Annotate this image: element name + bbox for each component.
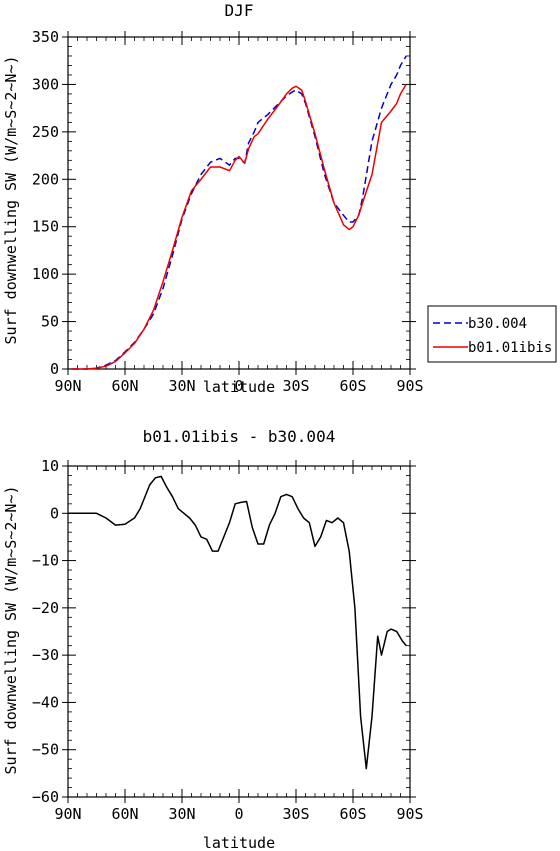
x-tick-label: 30N bbox=[168, 805, 195, 823]
x-tick-label: 30N bbox=[168, 377, 195, 395]
legend: b30.004 b01.01ibis bbox=[427, 305, 557, 363]
y-tick-label: 150 bbox=[32, 218, 59, 236]
bottom-panel-x-label: latitude bbox=[203, 834, 275, 851]
y-tick-label: 0 bbox=[50, 360, 59, 378]
series-line-b30-004 bbox=[71, 55, 407, 370]
y-tick-label: 10 bbox=[41, 457, 59, 475]
y-tick-label: 200 bbox=[32, 170, 59, 188]
x-tick-label: 30S bbox=[282, 805, 309, 823]
bottom-panel-title: b01.01ibis - b30.004 bbox=[143, 427, 336, 446]
plot-frame bbox=[67, 36, 411, 370]
x-tick-label: 60N bbox=[111, 377, 138, 395]
y-tick-label: −60 bbox=[32, 788, 59, 806]
y-tick-label: 350 bbox=[32, 28, 59, 46]
legend-label-b30-004: b30.004 bbox=[468, 316, 527, 332]
top-panel-axes: 90N 60N 30N 0 30S 60S 90S 0 50 100 150 200 250 300 350 bbox=[32, 28, 424, 395]
x-tick-label: 90N bbox=[54, 805, 81, 823]
y-tick-label: −30 bbox=[32, 646, 59, 664]
x-tick-label: 0 bbox=[234, 377, 243, 395]
y-tick-label: 300 bbox=[32, 75, 59, 93]
y-tick-label: −40 bbox=[32, 693, 59, 711]
plot-frame bbox=[67, 465, 411, 798]
legend-box bbox=[427, 305, 557, 363]
legend-label-b01-01ibis: b01.01ibis bbox=[468, 340, 552, 356]
top-panel-y-label: Surf downwelling SW (W/m~S~2~N~) bbox=[2, 56, 20, 345]
y-tick-label: −20 bbox=[32, 599, 59, 617]
bottom-panel-series bbox=[68, 475, 407, 770]
series-line-b01-01ibis bbox=[71, 84, 407, 370]
top-panel-title: DJF bbox=[225, 1, 254, 20]
top-panel: DJF latitude Surf downwelling SW (W/m~S~… bbox=[2, 1, 424, 396]
x-tick-label: 0 bbox=[234, 805, 243, 823]
y-tick-label: −50 bbox=[32, 741, 59, 759]
x-tick-label: 90S bbox=[396, 805, 423, 823]
y-tick-label: 0 bbox=[50, 504, 59, 522]
y-tick-label: 250 bbox=[32, 123, 59, 141]
x-tick-label: 90S bbox=[396, 377, 423, 395]
series-line-diff-0 bbox=[68, 475, 407, 770]
x-tick-label: 30S bbox=[282, 377, 309, 395]
x-tick-label: 60N bbox=[111, 805, 138, 823]
bottom-panel: b01.01ibis - b30.004 latitude Surf downw… bbox=[2, 427, 424, 851]
top-panel-x-label: latitude bbox=[203, 378, 275, 396]
y-tick-label: 100 bbox=[32, 265, 59, 283]
top-panel-series bbox=[71, 55, 407, 370]
bottom-panel-axes: 90N 60N 30N 0 30S 60S 90S −60 −50 −40 −30 −20 −10 0 10 bbox=[32, 457, 424, 823]
bottom-panel-y-label: Surf downwelling SW (W/m~S~2~N~) bbox=[2, 486, 20, 775]
x-tick-label: 60S bbox=[339, 377, 366, 395]
x-tick-label: 90N bbox=[54, 377, 81, 395]
x-tick-label: 60S bbox=[339, 805, 366, 823]
y-tick-label: 50 bbox=[41, 313, 59, 331]
y-tick-label: −10 bbox=[32, 552, 59, 570]
